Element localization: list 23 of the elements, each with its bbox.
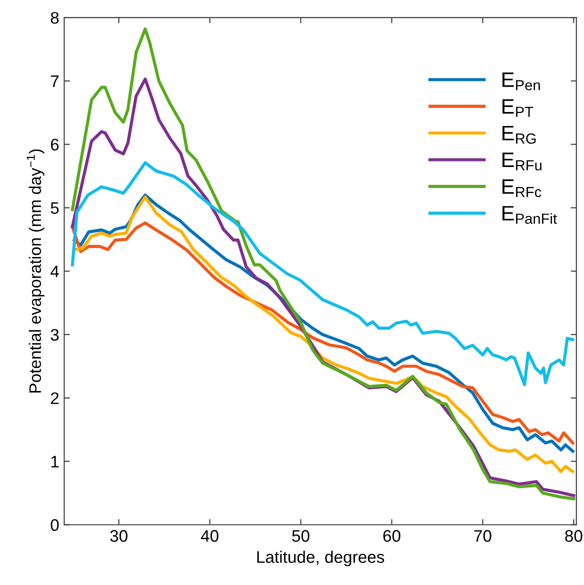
x-tick-label: 80 bbox=[565, 530, 582, 542]
y-axis-title: Potential evaporation (mm day$^{−1}$) bbox=[26, 149, 44, 393]
y-tick-label: 3 bbox=[50, 328, 59, 341]
y-tick-label: 5 bbox=[50, 202, 59, 214]
x-tick-label: 40 bbox=[200, 530, 218, 542]
y-tick-label: 1 bbox=[51, 456, 59, 468]
x-tick-label: 50 bbox=[292, 530, 310, 542]
legend-label: E$_{PanFit}$ bbox=[502, 206, 557, 224]
y-tick-label: 0 bbox=[50, 519, 59, 531]
legend-label: E$_{RFu}$ bbox=[502, 152, 542, 170]
x-axis-title: Latitude, degrees bbox=[257, 550, 384, 566]
legend-label: E$_{RFc}$ bbox=[502, 179, 542, 198]
legend-label: E$_{Pen}$ bbox=[502, 72, 540, 90]
x-tick-label: 60 bbox=[383, 530, 400, 542]
y-tick-label: 2 bbox=[50, 392, 59, 404]
y-tick-label: 8 bbox=[50, 12, 59, 24]
y-tick-label: 7 bbox=[50, 76, 59, 87]
x-tick-label: 70 bbox=[474, 530, 492, 542]
y-tick-label: 4 bbox=[50, 266, 59, 278]
legend-label: E$_{RG}$ bbox=[502, 126, 536, 144]
x-tick-label: 30 bbox=[110, 530, 128, 542]
legend-label: E$_{PT}$ bbox=[502, 99, 534, 117]
y-tick-label: 6 bbox=[50, 138, 59, 151]
